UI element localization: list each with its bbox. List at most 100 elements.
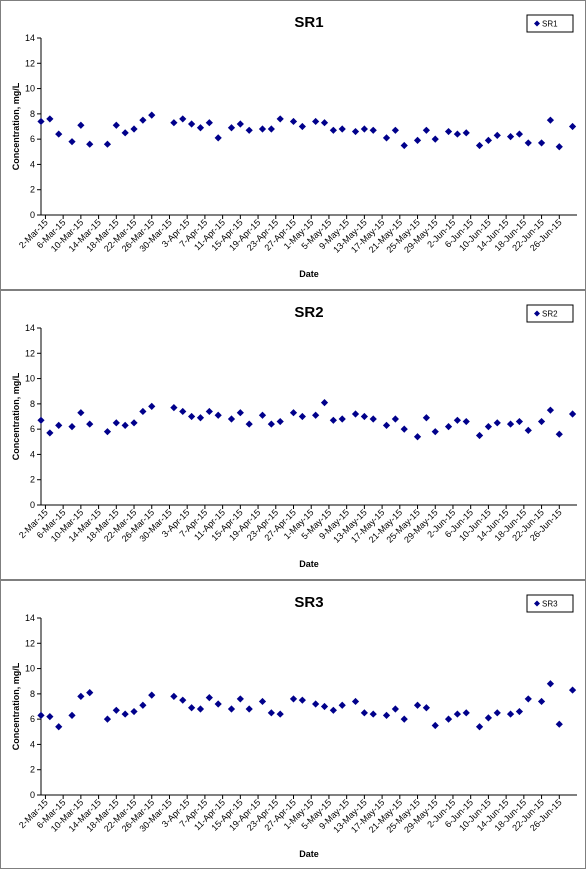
data-point [312, 411, 320, 419]
data-point [484, 714, 493, 722]
data-point [289, 117, 298, 126]
data-point [139, 116, 147, 124]
data-point [121, 129, 129, 137]
data-point [112, 419, 120, 427]
data-point [413, 701, 422, 709]
data-point [112, 706, 120, 714]
data-point [227, 415, 236, 423]
y-tick-label: 0 [30, 210, 35, 220]
y-tick-label: 14 [25, 613, 35, 623]
data-point [391, 126, 399, 134]
chart-title: SR3 [294, 594, 323, 611]
data-point [258, 125, 267, 133]
data-point [453, 416, 461, 424]
y-tick-label: 4 [30, 159, 35, 169]
data-point [196, 414, 205, 422]
data-point [462, 417, 470, 426]
data-point [484, 136, 493, 145]
data-point [103, 715, 112, 723]
data-point [130, 419, 138, 427]
data-point [524, 139, 532, 147]
data-point [453, 710, 461, 718]
data-point [236, 409, 244, 417]
data-point [546, 680, 555, 688]
data-point [46, 115, 54, 123]
y-axis-title: Concentration, mg/L [11, 662, 21, 750]
data-point [444, 423, 453, 431]
y-tick-label: 8 [30, 109, 35, 119]
data-point [130, 707, 138, 716]
data-point [338, 415, 346, 423]
data-point [506, 710, 515, 718]
data-point [258, 411, 267, 419]
data-point [422, 126, 430, 134]
chart-title: SR2 [294, 304, 323, 321]
data-point [55, 723, 63, 731]
data-point [139, 407, 147, 416]
data-point [546, 116, 555, 124]
data-point [329, 706, 337, 714]
data-point [329, 416, 337, 424]
data-point [422, 704, 430, 712]
data-point [484, 423, 493, 431]
data-point [46, 429, 54, 437]
data-point [475, 431, 484, 440]
data-point [205, 694, 213, 702]
data-point [77, 409, 85, 417]
data-point [493, 709, 501, 717]
data-point [515, 707, 524, 716]
data-point [86, 420, 94, 428]
data-point [205, 407, 213, 416]
y-tick-label: 6 [30, 134, 35, 144]
data-point [400, 141, 408, 150]
y-tick-label: 2 [30, 185, 35, 195]
data-point [77, 692, 85, 700]
y-tick-label: 0 [30, 790, 35, 800]
data-point [68, 138, 76, 146]
data-point [475, 723, 484, 731]
data-point [453, 130, 461, 138]
data-point [37, 711, 45, 719]
data-point [493, 419, 501, 427]
data-point [227, 705, 236, 713]
y-tick-label: 2 [30, 475, 35, 485]
data-point [568, 122, 577, 131]
data-point [568, 686, 577, 694]
data-point [68, 423, 76, 431]
legend-marker [534, 600, 540, 607]
x-axis-title: Date [299, 269, 319, 279]
x-axis-title: Date [299, 559, 319, 569]
data-point [546, 406, 555, 414]
data-point [515, 417, 524, 426]
data-point [555, 430, 563, 438]
data-point [360, 412, 368, 421]
data-point [431, 135, 439, 143]
legend-label: SR1 [542, 20, 558, 29]
data-point [524, 695, 532, 703]
data-point [360, 709, 368, 717]
data-point [188, 704, 196, 712]
chart-panel-sr3: SR3 0 2 4 6 8 10 12 14 2-Mar-15 6-Mar-15 10-Mar-15 1… [0, 580, 586, 869]
data-point [422, 414, 430, 422]
legend-label: SR2 [542, 310, 558, 319]
x-axis-title: Date [299, 849, 319, 859]
y-axis-title: Concentration, mg/L [11, 82, 21, 170]
data-point [214, 134, 222, 142]
data-point [431, 428, 439, 436]
data-point [462, 129, 470, 137]
y-tick-label: 12 [25, 348, 35, 358]
data-point [77, 121, 85, 129]
data-point [267, 709, 275, 717]
data-point [289, 409, 298, 417]
data-point [148, 691, 156, 699]
data-point [267, 420, 275, 428]
data-point [214, 411, 222, 419]
data-point [555, 143, 563, 151]
data-point [196, 705, 205, 713]
data-point [276, 115, 284, 123]
data-point [338, 701, 346, 709]
chart-svg-sr2: SR2024681012142-Mar-156-Mar-1510-Mar-151… [11, 304, 577, 569]
y-tick-label: 4 [30, 449, 35, 459]
data-point [444, 127, 453, 136]
y-tick-label: 14 [25, 33, 35, 43]
